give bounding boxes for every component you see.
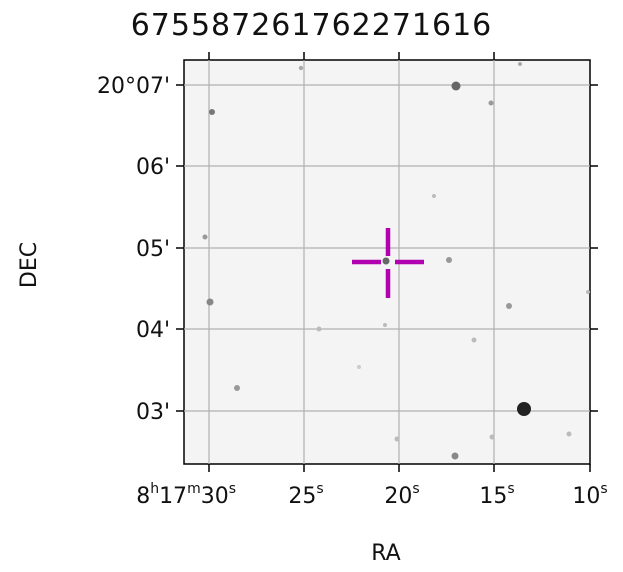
star xyxy=(317,327,322,332)
dec-tick-label: 03' xyxy=(136,400,170,425)
ra-tick-label: 10s xyxy=(572,481,607,509)
star xyxy=(383,258,390,265)
star xyxy=(490,435,495,440)
star xyxy=(299,66,303,70)
star xyxy=(518,62,522,66)
star xyxy=(489,101,494,106)
star xyxy=(446,257,452,263)
dec-tick-label: 20°07' xyxy=(97,74,170,99)
star xyxy=(395,437,400,442)
star xyxy=(472,338,477,343)
star xyxy=(517,402,531,416)
y-axis-label: DEC xyxy=(17,242,42,288)
star xyxy=(383,323,387,327)
dec-tick-label: 05' xyxy=(136,237,170,262)
star xyxy=(452,453,459,460)
dec-tick-label: 04' xyxy=(136,318,170,343)
star xyxy=(567,432,572,437)
star xyxy=(586,290,590,294)
ra-tick-label: 25s xyxy=(288,481,323,509)
star xyxy=(203,235,208,240)
x-axis-label: RA xyxy=(371,541,400,566)
star xyxy=(234,385,240,391)
star xyxy=(506,303,512,309)
ra-tick-label: 20s xyxy=(384,481,419,509)
star xyxy=(207,299,214,306)
star xyxy=(357,365,361,369)
star xyxy=(209,109,215,115)
ra-tick-label-first: 8h17m30s xyxy=(136,481,236,509)
star xyxy=(432,194,436,198)
dec-tick-label: 06' xyxy=(136,155,170,180)
ra-tick-label: 15s xyxy=(479,481,514,509)
star xyxy=(452,82,461,91)
